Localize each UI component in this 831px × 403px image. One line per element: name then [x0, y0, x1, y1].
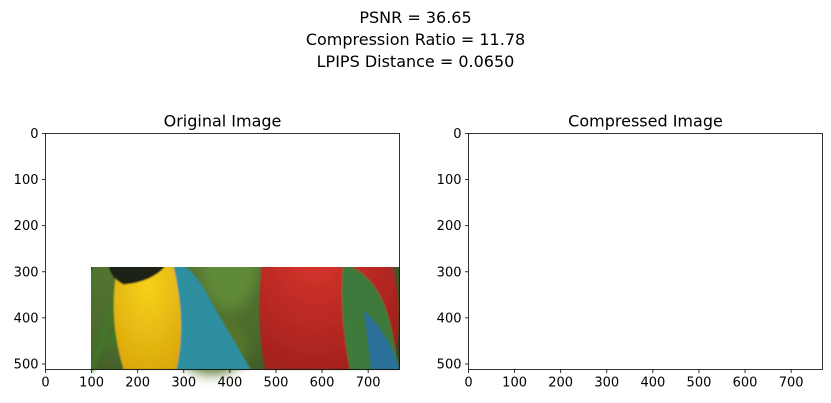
x-tick-label-2: 200	[125, 376, 150, 391]
x-tick-label-4: 400	[217, 376, 242, 391]
y-tick-label-3: 300	[437, 265, 462, 280]
axes-original: 0 100 200 300 400 500 600 700 0 100 200 300 400 500 Or…	[14, 112, 400, 391]
x-tick-label-6: 600	[733, 376, 758, 391]
parrot-right-eye	[290, 196, 297, 203]
parrot-right-eye	[713, 196, 720, 203]
axes-frame	[468, 133, 823, 370]
x-tick-label-4: 400	[640, 376, 665, 391]
suptitle-psnr: PSNR = 36.65	[359, 8, 472, 27]
y-tick-label-0: 0	[453, 127, 461, 142]
y-tick-label-1: 100	[14, 173, 39, 188]
x-tick-label-3: 300	[594, 376, 619, 391]
axes-title: Original Image	[164, 112, 282, 131]
axes-title: Compressed Image	[568, 112, 723, 131]
y-tick-label-3: 300	[14, 265, 39, 280]
axes-compressed: 0 100 200 300 400 500 600 700 0 100 200 300 400 500 Co…	[437, 112, 829, 391]
parrot-left-eye	[141, 222, 148, 229]
x-tick-label-3: 300	[171, 376, 196, 391]
x-tick-label-6: 600	[310, 376, 335, 391]
y-tick-label-4: 400	[437, 311, 462, 326]
y-tick-label-4: 400	[14, 311, 39, 326]
parrot-macaw-right	[654, 171, 823, 369]
image-content	[461, 126, 829, 374]
y-tick-label-2: 200	[14, 219, 39, 234]
background	[469, 134, 823, 370]
parrot-macaw-left	[91, 222, 251, 370]
axes-frame	[45, 133, 400, 370]
x-tick-label-5: 500	[264, 376, 289, 391]
background-fronds	[476, 169, 582, 370]
y-tick-label-2: 200	[437, 219, 462, 234]
x-tick-label-0: 0	[41, 376, 49, 391]
x-tick-label-5: 500	[687, 376, 712, 391]
parrot-macaw-right	[259, 196, 400, 370]
y-tick-label-0: 0	[30, 127, 38, 142]
parrot-left-eye	[564, 222, 571, 229]
y-tick-label-5: 500	[437, 357, 462, 372]
x-tick-label-7: 700	[779, 376, 804, 391]
suptitle-compression-ratio: Compression Ratio = 11.78	[305, 30, 526, 49]
y-tick-label-5: 500	[14, 357, 39, 372]
background-bokeh	[461, 126, 829, 374]
suptitle-lpips: LPIPS Distance = 0.0650	[316, 52, 515, 71]
x-tick-label-1: 100	[79, 376, 104, 391]
x-tick-label-1: 100	[502, 376, 527, 391]
x-tick-label-7: 700	[356, 376, 381, 391]
y-tick-label-1: 100	[437, 173, 462, 188]
parrot-macaw-left	[500, 195, 673, 370]
x-tick-label-0: 0	[464, 376, 472, 391]
image-content	[91, 196, 400, 375]
x-tick-label-2: 200	[548, 376, 573, 391]
